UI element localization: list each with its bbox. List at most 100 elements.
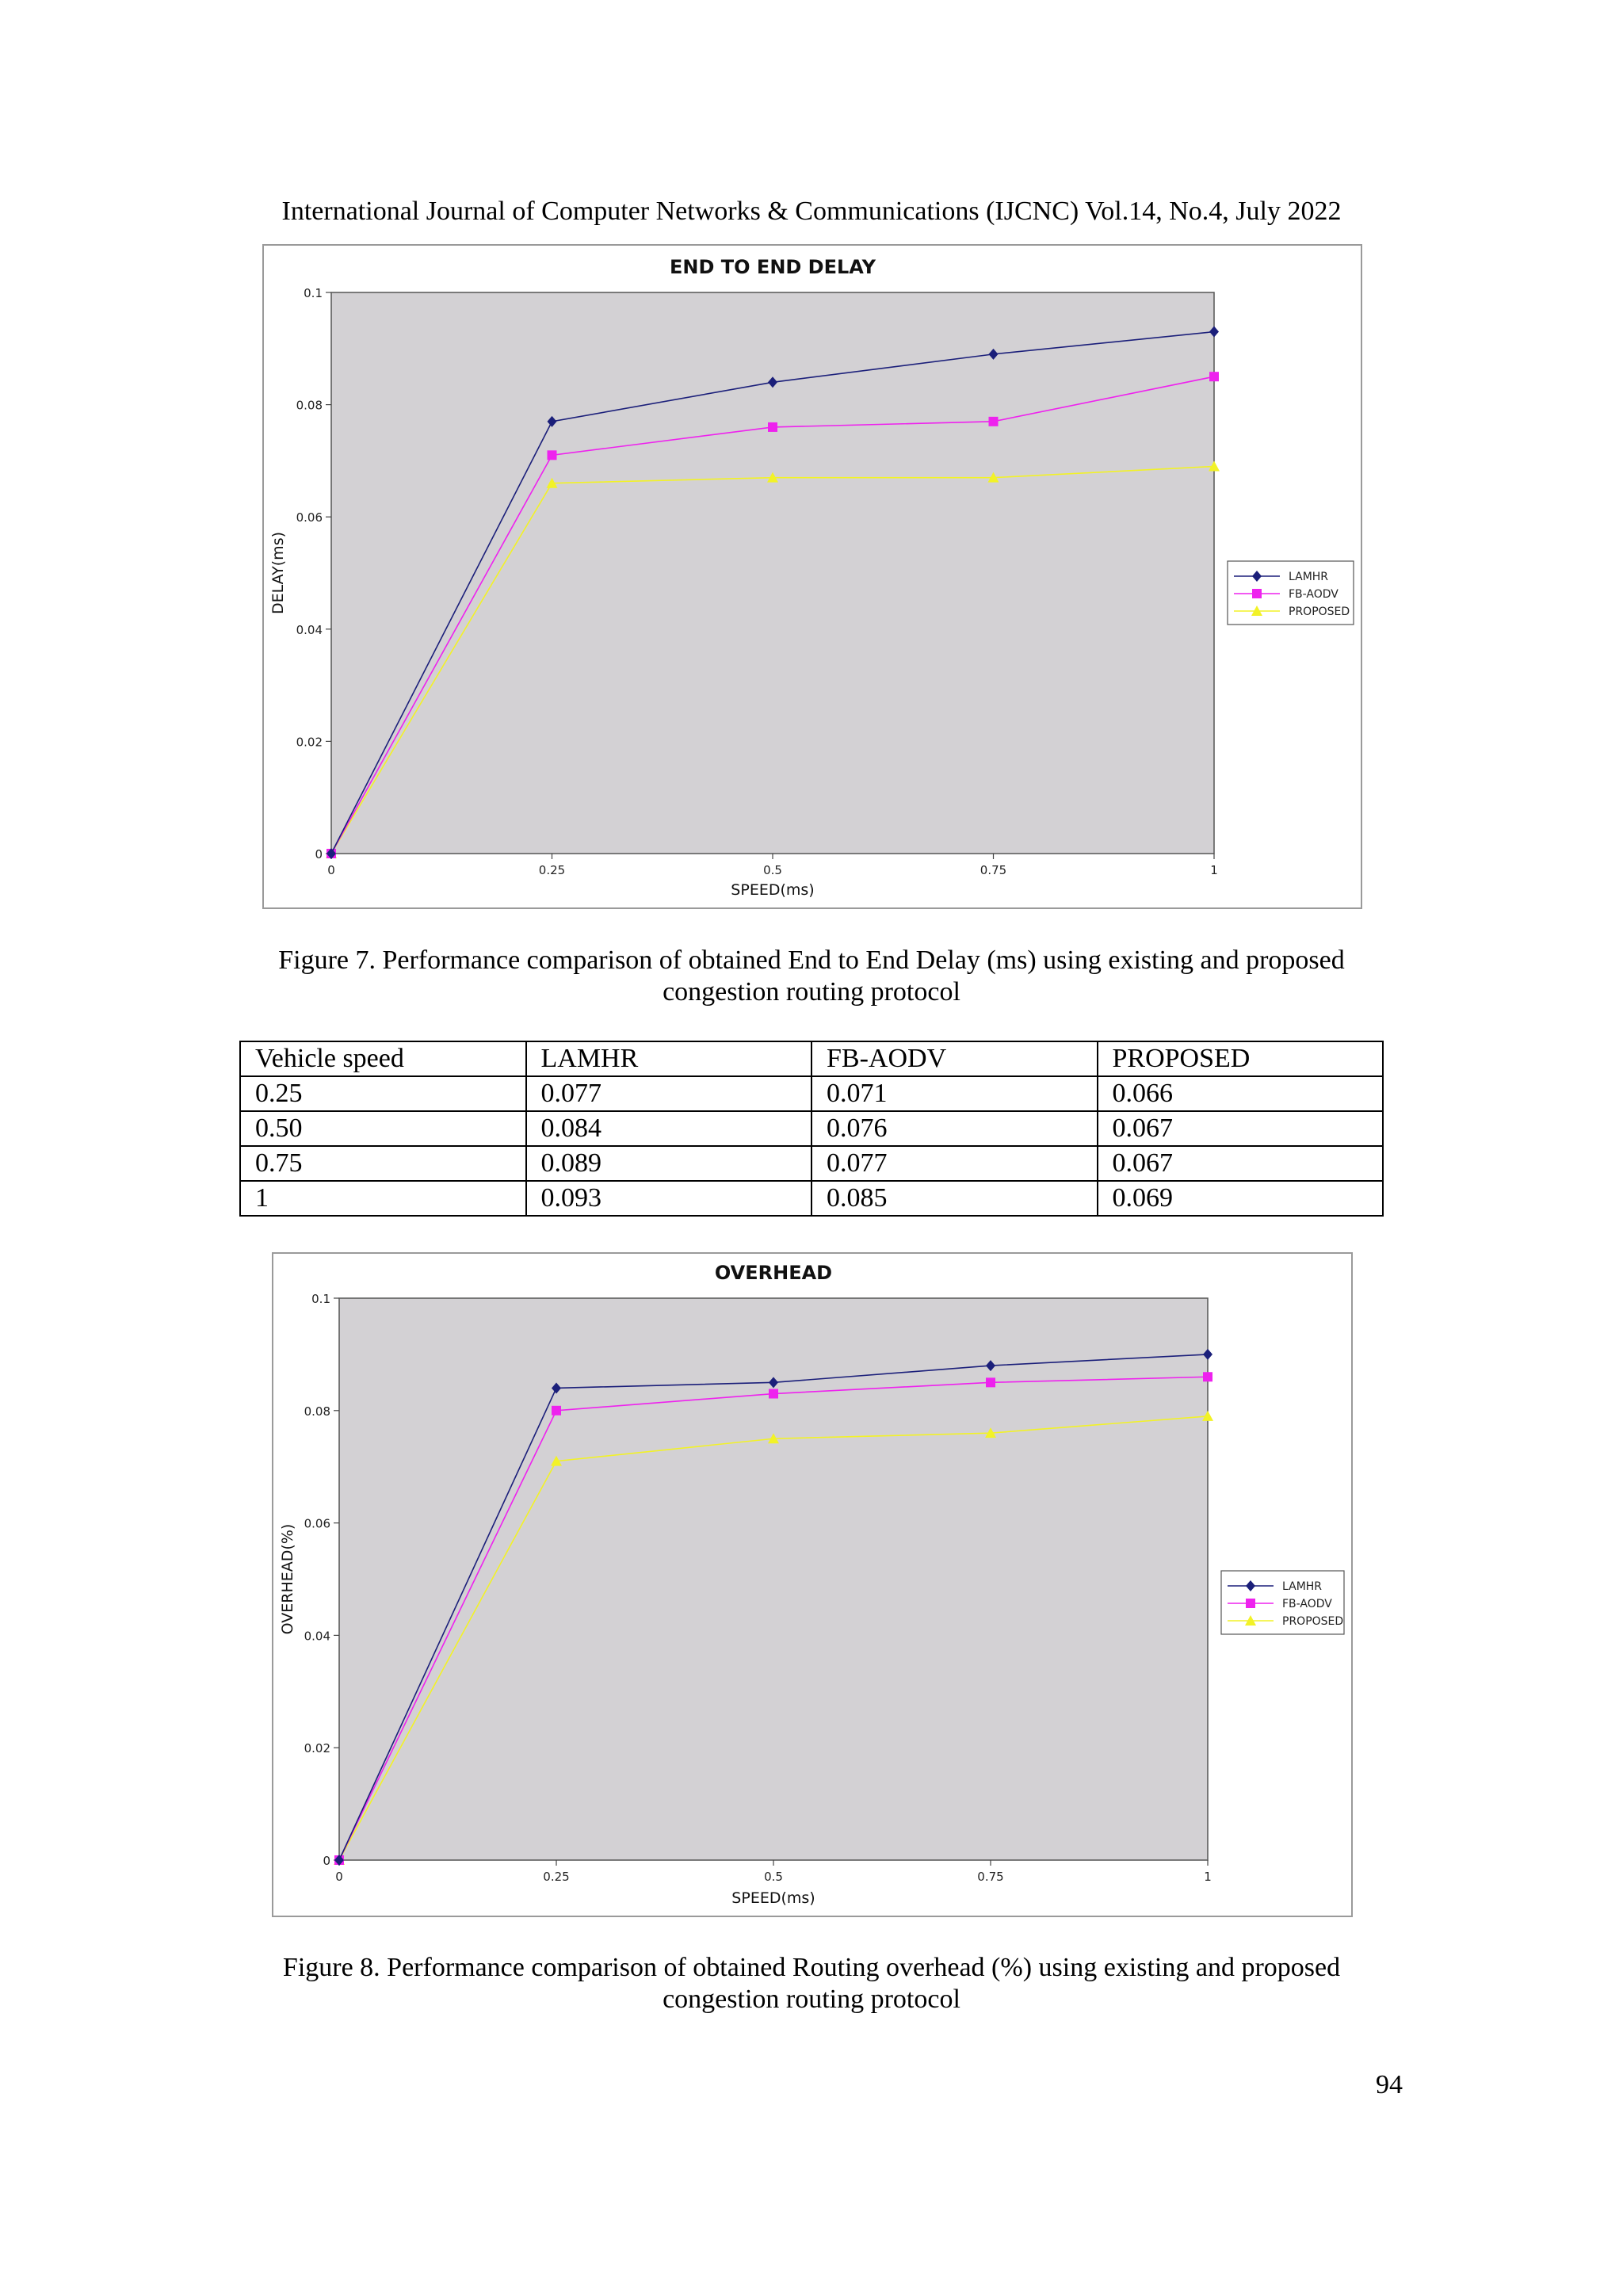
data-point: [768, 1433, 779, 1444]
plot-area: [330, 292, 1215, 854]
x-axis-label: SPEED(ms): [731, 881, 814, 899]
data-point: [987, 472, 999, 483]
legend-item: FB-AODV: [1228, 1598, 1332, 1610]
legend-box: [1227, 560, 1354, 625]
y-tick-label: 0.1: [304, 286, 323, 300]
chart-title: OVERHEAD: [715, 1262, 832, 1284]
data-point: [768, 422, 777, 432]
x-tick-label: 0.75: [977, 1870, 1003, 1884]
figure-8-caption-line-2: congestion routing protocol: [663, 1985, 960, 2014]
table-cell: 0.75: [239, 1145, 527, 1182]
data-point: [1209, 326, 1219, 338]
table-header-cell: Vehicle speed: [239, 1041, 527, 1077]
table-cell: 0.067: [1096, 1145, 1384, 1182]
data-point: [552, 1405, 561, 1415]
y-tick-label: 0.02: [304, 1741, 330, 1755]
data-point: [988, 416, 999, 426]
table-cell: 0.077: [525, 1075, 812, 1112]
x-tick-label: 0.75: [980, 863, 1006, 877]
legend-swatch-marker: [1251, 606, 1262, 616]
y-tick-label: 0.04: [304, 1629, 330, 1643]
x-tick-label: 0: [335, 1870, 343, 1884]
data-point: [546, 477, 558, 488]
legend-swatch-marker: [1252, 571, 1262, 582]
legend-label: PROPOSED: [1282, 1615, 1343, 1628]
data-point: [769, 1389, 778, 1399]
y-tick-label: 0.08: [296, 399, 323, 413]
data-point: [1202, 1410, 1213, 1421]
x-tick-label: 0.25: [539, 863, 565, 877]
table-row: 0.25 0.077 0.071 0.066: [239, 1075, 1384, 1112]
x-tick-label: 0.5: [763, 863, 782, 877]
page-number: 94: [1376, 2070, 1403, 2099]
data-point: [552, 1382, 561, 1394]
data-point: [1203, 1348, 1212, 1360]
table-cell: 0.089: [525, 1145, 812, 1182]
legend-swatch-marker: [1246, 1599, 1255, 1608]
legend-label: PROPOSED: [1289, 606, 1350, 618]
data-point: [547, 450, 557, 460]
legend-label: FB-AODV: [1289, 588, 1338, 601]
legend-swatch-marker: [1252, 589, 1262, 598]
data-point: [768, 376, 777, 388]
x-tick-label: 0: [327, 863, 335, 877]
figure-7-caption: Figure 7. Performance comparison of obta…: [0, 945, 1623, 1008]
series-lamhr: [334, 1348, 1212, 1866]
data-point: [988, 348, 999, 360]
data-point: [334, 1855, 344, 1866]
table-cell: 0.076: [811, 1110, 1098, 1147]
legend-item: LAMHR: [1234, 571, 1328, 583]
end-to-end-delay-chart-svg: END TO END DELAY 0 0.02 0.04 0.06 0.08 0.1 0 0.2…: [269, 256, 1354, 899]
y-tick-label: 0.08: [304, 1404, 330, 1419]
table-cell: 0.25: [239, 1075, 527, 1112]
data-point: [1203, 1372, 1212, 1382]
legend-swatch-marker: [1246, 1580, 1255, 1591]
end-to-end-delay-chart: END TO END DELAY 0 0.02 0.04 0.06 0.08 0.1 0 0.2…: [262, 244, 1362, 909]
table-header-cell: LAMHR: [525, 1041, 812, 1077]
table-cell: 0.084: [525, 1110, 812, 1147]
data-point: [985, 1427, 996, 1438]
x-axis-label: SPEED(ms): [731, 1889, 815, 1907]
y-axis-label: OVERHEAD(%): [279, 1524, 296, 1635]
table-cell: 0.069: [1096, 1180, 1384, 1217]
data-point: [327, 848, 336, 859]
table-header-row: Vehicle speed LAMHR FB-AODV PROPOSED: [239, 1041, 1384, 1077]
data-point: [1209, 460, 1220, 472]
results-table: Vehicle speed LAMHR FB-AODV PROPOSED 0.2…: [239, 1041, 1384, 1217]
y-tick-label: 0.1: [311, 1292, 330, 1306]
table-cell: 0.093: [525, 1180, 812, 1217]
legend-box: [1220, 1570, 1345, 1635]
table-cell: 0.085: [811, 1180, 1098, 1217]
overhead-chart-svg: OVERHEAD 0 0.02 0.04 0.06 0.08 0.1 0 0.25 0.5 0.75…: [279, 1262, 1345, 1907]
data-point: [986, 1377, 995, 1388]
y-tick-label: 0.06: [296, 510, 323, 525]
table-cell: 0.067: [1096, 1110, 1384, 1147]
table-row: 0.75 0.089 0.077 0.067: [239, 1145, 1384, 1182]
figure-8-caption: Figure 8. Performance comparison of obta…: [0, 1952, 1623, 2015]
table-header-cell: PROPOSED: [1096, 1041, 1384, 1077]
x-tick-label: 1: [1210, 863, 1218, 877]
figure-8-caption-line-1: Figure 8. Performance comparison of obta…: [282, 1953, 1341, 1982]
table-header-cell: FB-AODV: [811, 1041, 1098, 1077]
table-cell: 0.071: [811, 1075, 1098, 1112]
x-tick-label: 1: [1204, 1870, 1212, 1884]
table-cell: 0.077: [811, 1145, 1098, 1182]
table-row: 0.50 0.084 0.076 0.067: [239, 1110, 1384, 1147]
x-tick-label: 0.5: [764, 1870, 783, 1884]
legend: LAMHR FB-AODV PROPOSED: [1220, 1570, 1345, 1635]
table-cell: 0.50: [239, 1110, 527, 1147]
legend-item: FB-AODV: [1234, 588, 1338, 601]
running-header: International Journal of Computer Networ…: [281, 197, 1342, 226]
x-tick-label: 0.25: [543, 1870, 569, 1884]
y-tick-label: 0: [323, 1854, 330, 1868]
y-tick-label: 0.02: [296, 735, 323, 749]
table-cell: 0.066: [1096, 1075, 1384, 1112]
legend-swatch-marker: [1245, 1615, 1256, 1626]
overhead-chart: OVERHEAD 0 0.02 0.04 0.06 0.08 0.1 0 0.25 0.5 0.75…: [272, 1252, 1353, 1917]
legend-label: LAMHR: [1282, 1580, 1322, 1593]
y-tick-label: 0.04: [296, 623, 323, 637]
data-point: [547, 415, 557, 427]
figure-7-caption-line-1: Figure 7. Performance comparison of obta…: [278, 946, 1345, 975]
table-cell: 1: [239, 1180, 527, 1217]
legend-item: PROPOSED: [1228, 1615, 1343, 1628]
